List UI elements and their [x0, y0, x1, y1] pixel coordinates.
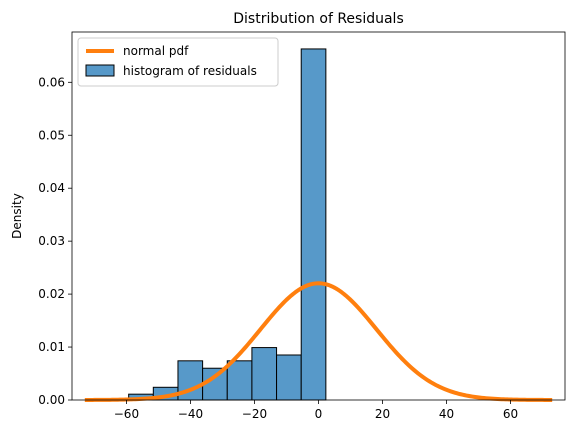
legend-label-histogram: histogram of residuals	[123, 64, 257, 78]
x-tick-label: −20	[242, 407, 267, 421]
x-tick-label: 40	[439, 407, 454, 421]
y-tick-label: 0.03	[38, 234, 65, 248]
chart-title: Distribution of Residuals	[233, 11, 404, 27]
normal-pdf-curve	[84, 281, 553, 402]
axes: −60 −40 −20 0 20 40 60 0.00 0.01 0.02 0.03 0.04 0.05…	[38, 31, 566, 421]
histogram-bar	[226, 360, 253, 401]
y-tick-label: 0.02	[38, 287, 65, 301]
x-tick-label: 60	[503, 407, 518, 421]
y-axis-label: Density	[10, 193, 24, 239]
legend-label-normal-pdf: normal pdf	[123, 44, 189, 58]
y-tick-label: 0.04	[38, 181, 65, 195]
y-tick-label: 0.06	[38, 75, 65, 89]
legend: normal pdf histogram of residuals	[77, 37, 279, 87]
x-tick-label: 0	[315, 407, 323, 421]
y-tick-label: 0.01	[38, 340, 65, 354]
legend-swatch-histogram	[85, 64, 115, 77]
legend-box	[77, 37, 279, 87]
y-tick-label: 0.05	[38, 128, 65, 142]
y-tick-label: 0.00	[38, 393, 65, 407]
x-tick-label: −40	[178, 407, 203, 421]
x-tick-label: −60	[114, 407, 139, 421]
histogram-bar	[251, 347, 278, 401]
normal-pdf-layer	[84, 281, 553, 402]
x-tick-label: 20	[375, 407, 390, 421]
histogram-bar	[300, 48, 327, 401]
histogram-bar	[276, 354, 302, 401]
